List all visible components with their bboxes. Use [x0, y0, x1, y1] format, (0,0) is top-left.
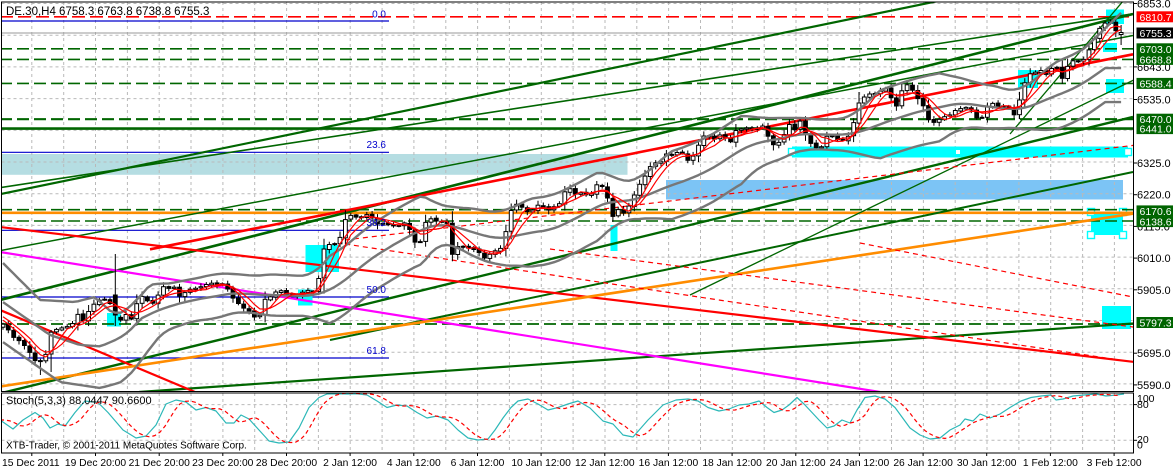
svg-text:6441.0: 6441.0 [1140, 124, 1172, 136]
svg-text:XTB-Trader, © 2001-2011 MetaQu: XTB-Trader, © 2001-2011 MetaQuotes Softw… [6, 441, 247, 452]
svg-text:10 Jan 12:00: 10 Jan 12:00 [511, 458, 571, 469]
svg-text:6010.0: 6010.0 [1137, 253, 1171, 265]
svg-text:0: 0 [1137, 439, 1143, 451]
svg-text:6 Jan 12:00: 6 Jan 12:00 [451, 458, 505, 469]
svg-text:5695.0: 5695.0 [1137, 348, 1171, 360]
svg-text:6138.6: 6138.6 [1140, 217, 1172, 229]
svg-text:26 Jan 12:00: 26 Jan 12:00 [893, 458, 953, 469]
svg-text:15 Dec 2011: 15 Dec 2011 [2, 458, 60, 469]
svg-text:6535.0: 6535.0 [1137, 95, 1171, 107]
svg-text:5590.0: 5590.0 [1137, 380, 1171, 392]
svg-text:5797.3: 5797.3 [1140, 318, 1172, 330]
svg-text:6668.8: 6668.8 [1140, 54, 1172, 66]
svg-text:Stoch(5,3,3) 88.0447 90.6600: Stoch(5,3,3) 88.0447 90.6600 [6, 395, 152, 407]
svg-text:6325.0: 6325.0 [1137, 158, 1171, 170]
svg-text:30 Jan 12:00: 30 Jan 12:00 [957, 458, 1017, 469]
svg-text:19 Dec 20:00: 19 Dec 20:00 [65, 458, 127, 469]
svg-text:6755.3: 6755.3 [1140, 28, 1172, 40]
svg-text:28 Dec 20:00: 28 Dec 20:00 [256, 458, 318, 469]
svg-text:5905.0: 5905.0 [1137, 285, 1171, 297]
svg-text:50.0: 50.0 [367, 285, 387, 296]
svg-text:6810.7: 6810.7 [1140, 12, 1172, 24]
svg-text:24 Jan 12:00: 24 Jan 12:00 [830, 458, 890, 469]
svg-text:80: 80 [1137, 399, 1149, 411]
svg-text:61.8: 61.8 [367, 346, 387, 357]
svg-text:12 Jan 12:00: 12 Jan 12:00 [575, 458, 635, 469]
svg-text:21 Dec 20:00: 21 Dec 20:00 [129, 458, 191, 469]
svg-text:6853.0: 6853.0 [1137, 0, 1171, 11]
svg-text:3 Feb 12:00: 3 Feb 12:00 [1087, 458, 1142, 469]
svg-text:DE.30,H4 6758.3 6763.8 6738.8: DE.30,H4 6758.3 6763.8 6738.8 6755.3 [6, 6, 209, 18]
svg-text:38.2: 38.2 [367, 218, 387, 229]
svg-text:18 Jan 12:00: 18 Jan 12:00 [702, 458, 762, 469]
svg-text:4 Jan 12:00: 4 Jan 12:00 [387, 458, 441, 469]
svg-text:0.0: 0.0 [372, 10, 386, 21]
svg-text:23 Dec 20:00: 23 Dec 20:00 [192, 458, 254, 469]
svg-text:6220.0: 6220.0 [1137, 190, 1171, 202]
svg-text:2 Jan 12:00: 2 Jan 12:00 [323, 458, 377, 469]
svg-text:6588.4: 6588.4 [1140, 78, 1172, 90]
svg-text:23.6: 23.6 [367, 140, 387, 151]
svg-text:1 Feb 12:00: 1 Feb 12:00 [1023, 458, 1078, 469]
svg-text:16 Jan 12:00: 16 Jan 12:00 [639, 458, 699, 469]
svg-text:20 Jan 12:00: 20 Jan 12:00 [766, 458, 826, 469]
